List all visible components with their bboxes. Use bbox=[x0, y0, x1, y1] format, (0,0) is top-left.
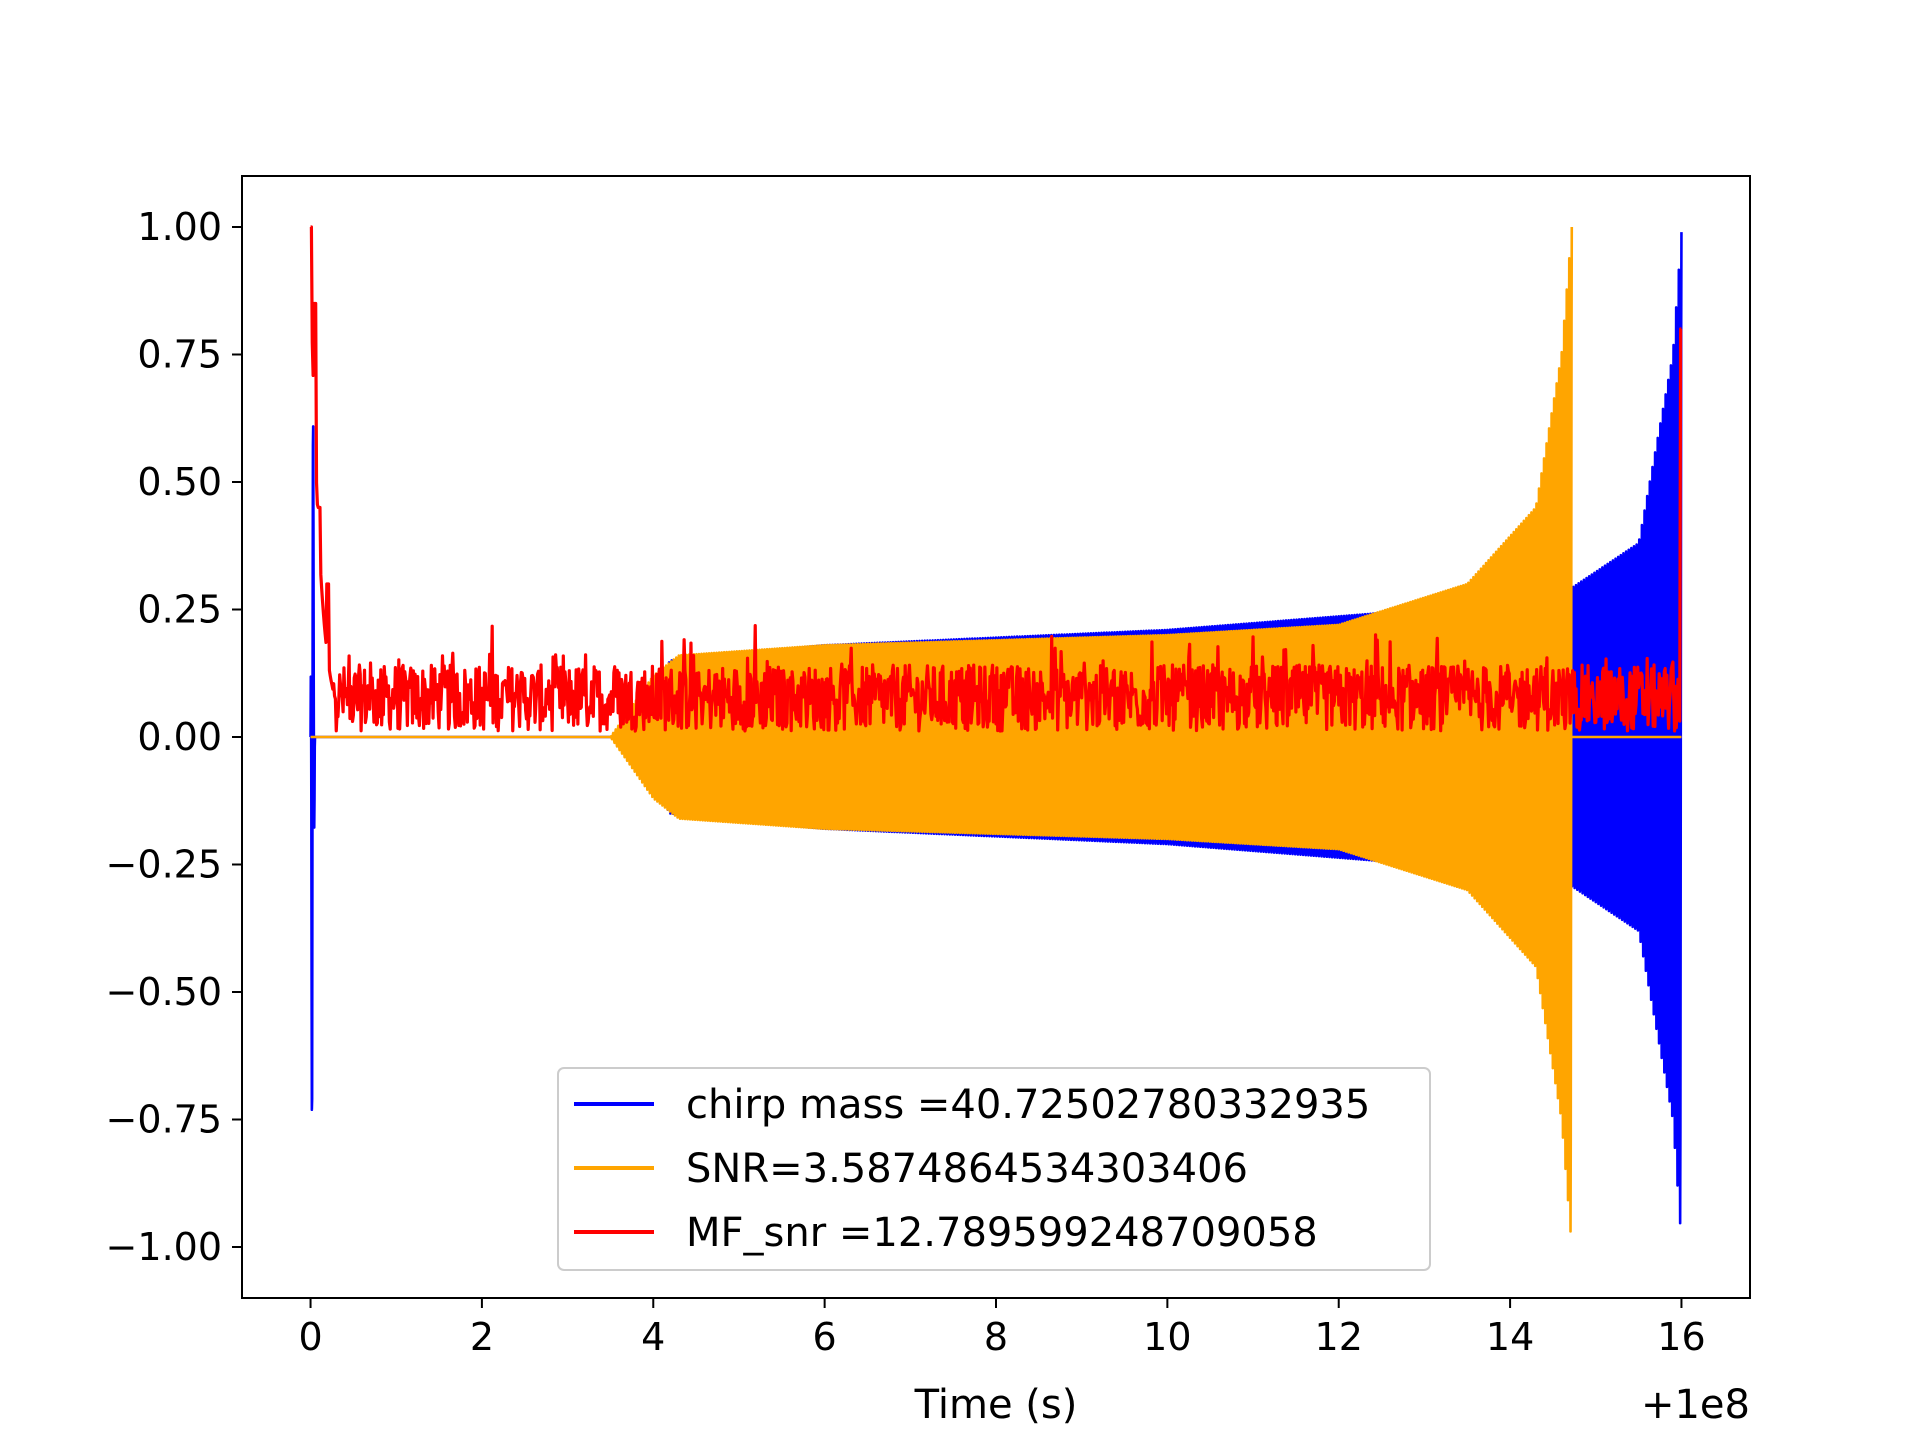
y-tick-label: 1.00 bbox=[137, 205, 222, 249]
series-line-2 bbox=[309, 225, 1683, 733]
y-axis: 1.00 0.75 0.50 0.25 0.00 −0.25 −0.50 −0.75 −1.00 bbox=[106, 205, 242, 1269]
x-tick-label: 4 bbox=[641, 1315, 665, 1359]
x-axis: 0 2 4 6 8 10 12 14 16 bbox=[298, 1298, 1706, 1359]
y-tick-label: −1.00 bbox=[106, 1225, 222, 1269]
legend-label: MF_snr =12.789599248709058 bbox=[686, 1210, 1318, 1256]
legend-label: chirp mass =40.72502780332935 bbox=[686, 1082, 1370, 1128]
legend: chirp mass =40.72502780332935 SNR=3.58748… bbox=[557, 1067, 1431, 1271]
x-tick-label: 8 bbox=[984, 1315, 1008, 1359]
x-tick-label: 0 bbox=[298, 1315, 322, 1359]
series-layer bbox=[309, 225, 1683, 1233]
y-tick-label: 0.75 bbox=[137, 333, 222, 377]
x-tick-label: 12 bbox=[1315, 1315, 1363, 1359]
y-tick-label: −0.75 bbox=[106, 1098, 222, 1142]
x-tick-label: 16 bbox=[1657, 1315, 1705, 1359]
y-tick-label: −0.25 bbox=[106, 843, 222, 887]
x-tick-label: 14 bbox=[1486, 1315, 1534, 1359]
legend-label: SNR=3.5874864534303406 bbox=[686, 1146, 1248, 1192]
series-line-1 bbox=[309, 226, 1682, 1233]
legend-box bbox=[557, 1067, 1431, 1271]
x-tick-label: 2 bbox=[470, 1315, 494, 1359]
x-tick-label: 10 bbox=[1143, 1315, 1191, 1359]
y-tick-label: 0.00 bbox=[137, 715, 222, 759]
x-axis-label: Time (s) bbox=[914, 1382, 1078, 1428]
y-tick-label: 0.25 bbox=[137, 588, 222, 632]
y-tick-label: 0.50 bbox=[137, 460, 222, 504]
y-tick-label: −0.50 bbox=[106, 970, 222, 1014]
x-tick-label: 6 bbox=[813, 1315, 837, 1359]
x-offset-label: +1e8 bbox=[1641, 1382, 1750, 1428]
